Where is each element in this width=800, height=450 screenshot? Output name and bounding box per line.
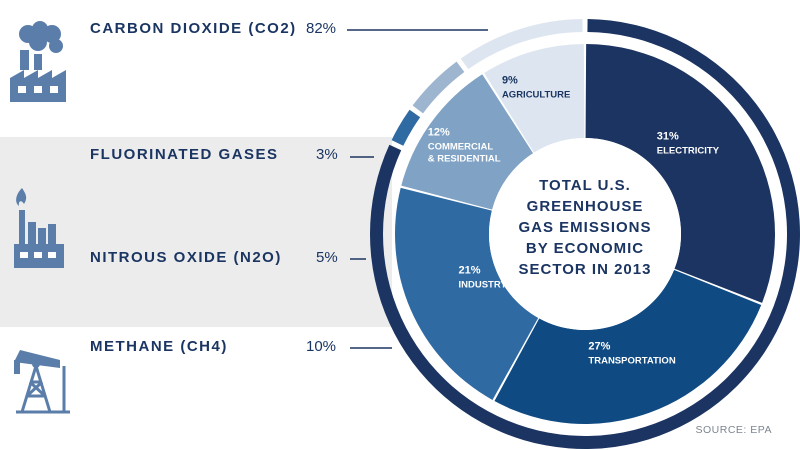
factory-smoke-icon bbox=[10, 21, 66, 102]
gas-row-co2: CARBON DIOXIDE (CO2) 82% bbox=[0, 20, 400, 50]
gas-ring-fluorinated-gases bbox=[391, 109, 421, 146]
gas-row-fluorinated: FLUORINATED GASES 3% bbox=[0, 146, 400, 176]
center-title-line-4: BY ECONOMIC bbox=[526, 240, 644, 257]
sector-pct-electricity: 31% bbox=[657, 130, 679, 142]
gas-pct-co2: 82% bbox=[306, 20, 337, 37]
sector-slice-agriculture bbox=[484, 44, 585, 153]
gas-pct-n2o: 5% bbox=[316, 249, 338, 266]
gas-label-n2o: NITROUS OXIDE (N2O) bbox=[90, 249, 282, 266]
center-title-line-5: SECTOR IN 2013 bbox=[519, 261, 652, 278]
sector-slice-transportation bbox=[494, 269, 762, 424]
sector-slice-electricity bbox=[585, 44, 776, 303]
gas-row-n2o: NITROUS OXIDE (N2O) 5% bbox=[0, 249, 400, 279]
center-title-line-1: TOTAL U.S. bbox=[539, 177, 631, 194]
sector-label-commercial-residential-2: & RESIDENTIAL bbox=[428, 154, 501, 165]
center-title-line-3: GAS EMISSIONS bbox=[518, 219, 651, 236]
highlight-band bbox=[0, 137, 392, 327]
sector-pct-industry: 21% bbox=[459, 265, 481, 277]
gas-label-co2: CARBON DIOXIDE (CO2) bbox=[90, 20, 297, 37]
sector-label-transportation: TRANSPORTATION bbox=[588, 356, 675, 367]
oil-pump-icon bbox=[14, 350, 70, 414]
sector-pct-commercial-residential: 12% bbox=[428, 127, 450, 139]
sector-label-industry: INDUSTRY bbox=[459, 280, 508, 291]
gas-pct-fluorinated: 3% bbox=[316, 146, 338, 163]
gas-label-methane: METHANE (CH4) bbox=[90, 338, 228, 355]
gas-ring-methane-ch4 bbox=[460, 19, 583, 70]
donut-center bbox=[489, 138, 681, 330]
sector-label-agriculture: AGRICULTURE bbox=[502, 90, 570, 101]
factory-flame-icon bbox=[14, 188, 64, 268]
sector-slice-industry bbox=[395, 187, 539, 400]
gas-pct-methane: 10% bbox=[306, 338, 337, 355]
gas-label-fluorinated: FLUORINATED GASES bbox=[90, 146, 279, 163]
center-title-line-2: GREENHOUSE bbox=[527, 198, 644, 215]
gas-row-methane: METHANE (CH4) 10% bbox=[0, 338, 400, 368]
sector-pct-agriculture: 9% bbox=[502, 75, 518, 87]
sector-slice-commercial-residential bbox=[401, 74, 534, 210]
gas-ring-nitrous-oxide-n2o bbox=[412, 61, 465, 114]
source-note: SOURCE: EPA bbox=[695, 424, 772, 436]
sector-pct-transportation: 27% bbox=[588, 341, 610, 353]
sector-label-electricity: ELECTRICITY bbox=[657, 145, 720, 156]
sector-label-commercial-residential-1: COMMERCIAL bbox=[428, 142, 494, 153]
